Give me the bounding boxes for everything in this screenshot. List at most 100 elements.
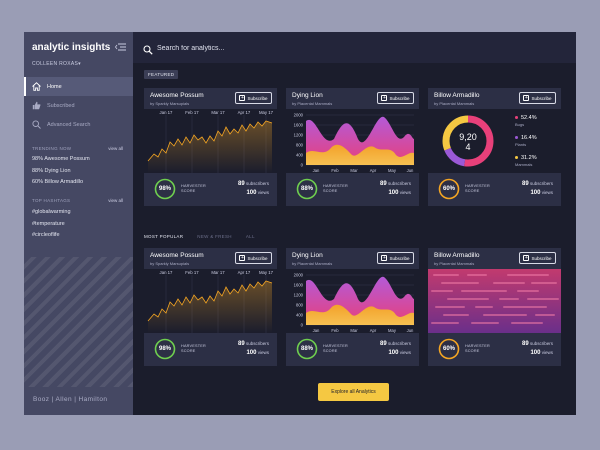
card-subtitle: by Placental Mammals <box>434 100 475 106</box>
subscriber-count: 89 subscribers <box>238 181 269 187</box>
score-label: HARVESTER SCORE <box>181 344 206 353</box>
sidebar-nav: Home Subscribed Advanced Search <box>24 77 133 134</box>
subscriber-count: 89 subscribers <box>238 341 269 347</box>
donut-center-value: 9,20 <box>459 132 477 142</box>
y-tick-label: 400 <box>296 313 304 318</box>
subscribe-button[interactable]: + Subscribe <box>235 92 272 104</box>
area-chart: 2000 1600 1200 800 400 0 Jan Feb Mar Apr… <box>286 109 419 173</box>
x-tick-label: Mar <box>350 168 358 173</box>
card-footer: 88% HARVESTER SCORE 89 subscribers 100 vi… <box>286 333 419 366</box>
area-series-orange <box>306 144 414 165</box>
card-title: Dying Lion <box>292 92 323 99</box>
featured-card-dying-lion[interactable]: Dying Lion by Placental Mammals + Subscri… <box>286 88 419 206</box>
score-label: HARVESTER SCORE <box>465 184 490 193</box>
view-count: 100 views <box>388 190 411 196</box>
subscribe-button[interactable]: + Subscribe <box>519 92 556 104</box>
x-tick-label: Feb 17 <box>185 110 199 115</box>
nav-item-subscribed[interactable]: Subscribed <box>24 96 133 115</box>
explore-all-button[interactable]: Explore all Analytics <box>318 383 389 401</box>
trending-item[interactable]: 98% Awesome Possum <box>32 156 90 162</box>
sidebar: analytic insights COLLEEN ROXAS▾ Home Su… <box>24 32 133 415</box>
popular-card-billow-armadillo[interactable]: Billow Armadillo by Placental Mammals + S… <box>428 248 561 366</box>
subscribe-button[interactable]: + Subscribe <box>235 252 272 264</box>
nav-item-label: Home <box>47 83 62 90</box>
legend-item-mammals: 31.2% Mammals <box>515 155 537 167</box>
user-name: COLLEEN ROXAS <box>32 61 79 67</box>
x-tick-label: Jun <box>407 328 414 333</box>
popular-card-dying-lion[interactable]: Dying Lion by Placental Mammals + Subscri… <box>286 248 419 366</box>
harvester-score: 98% <box>158 346 171 352</box>
popular-card-awesome-possum[interactable]: Awesome Possum by Sparkly Marsupials + Su… <box>144 248 277 366</box>
subscribe-label: Subscribe <box>247 255 268 261</box>
legend-item-plants: 16.4% Plants <box>515 135 537 147</box>
thumbs-up-icon <box>32 101 41 110</box>
hashtags-title: TOP HASHTAGS <box>32 198 71 203</box>
menu-collapse-icon[interactable] <box>115 43 126 53</box>
tab-new-fresh[interactable]: NEW & FRESH <box>197 234 232 239</box>
card-subtitle: by Placental Mammals <box>292 100 333 106</box>
x-tick-label: Apr 17 <box>238 110 251 115</box>
score-ring <box>438 178 460 200</box>
plus-icon: + <box>523 94 530 101</box>
line-chart: Jan 17 Feb 17 Mar 17 Apr 17 May 17 <box>144 109 277 173</box>
nav-item-label: Subscribed <box>47 102 75 109</box>
x-tick-label: Jan <box>313 328 320 333</box>
y-tick-label: 1200 <box>294 293 304 298</box>
chevron-down-icon: ▾ <box>78 61 81 67</box>
search-input[interactable] <box>157 41 357 55</box>
subscribe-label: Subscribe <box>389 255 410 261</box>
user-menu[interactable]: COLLEEN ROXAS▾ <box>32 61 81 67</box>
hashtag-item[interactable]: #globalwarming <box>32 209 71 215</box>
card-footer: 60% HARVESTER SCORE 89 subscribers 100 vi… <box>428 333 561 366</box>
subscribe-button[interactable]: + Subscribe <box>519 252 556 264</box>
featured-card-awesome-possum[interactable]: Awesome Possum by Sparkly Marsupials + Su… <box>144 88 277 206</box>
score-ring <box>154 178 176 200</box>
y-tick-label: 800 <box>296 143 304 148</box>
subscribe-label: Subscribe <box>389 95 410 101</box>
harvester-score: 88% <box>300 186 313 192</box>
view-count: 100 views <box>246 350 269 356</box>
score-ring <box>296 338 318 360</box>
card-footer: 98% HARVESTER SCORE 89 subscribers 100 vi… <box>144 173 277 206</box>
featured-card-billow-armadillo[interactable]: Billow Armadillo by Placental Mammals + S… <box>428 88 561 206</box>
subscribe-label: Subscribe <box>531 255 552 261</box>
nav-item-home[interactable]: Home <box>24 77 133 96</box>
trending-view-all-link[interactable]: view all <box>108 146 123 151</box>
nav-item-advanced-search[interactable]: Advanced Search <box>24 115 133 134</box>
card-title: Awesome Possum <box>150 92 204 99</box>
card-footer: 60% HARVESTER SCORE 89 subscribers 100 vi… <box>428 173 561 206</box>
hashtags-view-all-link[interactable]: view all <box>108 198 123 203</box>
subscribe-button[interactable]: + Subscribe <box>377 252 414 264</box>
subscriber-count: 89 subscribers <box>522 181 553 187</box>
plus-icon: + <box>239 94 246 101</box>
line-chart: Jan 17 Feb 17 Mar 17 Apr 17 May 17 <box>144 269 277 333</box>
nav-item-label: Advanced Search <box>47 121 91 128</box>
app-window: analytic insights COLLEEN ROXAS▾ Home Su… <box>24 32 576 415</box>
hashtag-item[interactable]: #circleoflife <box>32 232 60 238</box>
x-tick-label: Mar 17 <box>211 110 225 115</box>
score-ring <box>438 338 460 360</box>
hashtag-item[interactable]: #temperature <box>32 220 65 227</box>
category-tabs: MOST POPULAR NEW & FRESH ALL <box>144 234 255 239</box>
trending-item[interactable]: 60% Billow Armadillo <box>32 179 84 185</box>
area-chart: 2000 1600 1200 800 400 0 Jan Feb Mar Apr… <box>286 269 419 333</box>
company-logo: Booz | Allen | Hamilton <box>33 396 108 403</box>
x-tick-label: Jan 17 <box>160 270 174 275</box>
subscribe-label: Subscribe <box>247 95 268 101</box>
harvester-score: 60% <box>442 186 455 192</box>
subscriber-count: 89 subscribers <box>380 341 411 347</box>
score-ring <box>296 178 318 200</box>
tab-all[interactable]: ALL <box>245 234 255 239</box>
app-title: analytic insights <box>32 42 111 53</box>
plus-icon: + <box>523 254 530 261</box>
trending-item[interactable]: 88% Dying Lion <box>32 167 71 174</box>
y-tick-label: 1600 <box>294 123 304 128</box>
trending-list: 98% Awesome Possum 88% Dying Lion 60% Bi… <box>32 154 90 189</box>
score-label: HARVESTER SCORE <box>181 184 206 193</box>
subscribe-button[interactable]: + Subscribe <box>377 92 414 104</box>
y-tick-label: 400 <box>296 153 304 158</box>
tab-most-popular[interactable]: MOST POPULAR <box>144 234 184 239</box>
subscriber-count: 89 subscribers <box>380 181 411 187</box>
card-footer: 98% HARVESTER SCORE 89 subscribers 100 vi… <box>144 333 277 366</box>
featured-label: FEATURED <box>144 70 179 79</box>
